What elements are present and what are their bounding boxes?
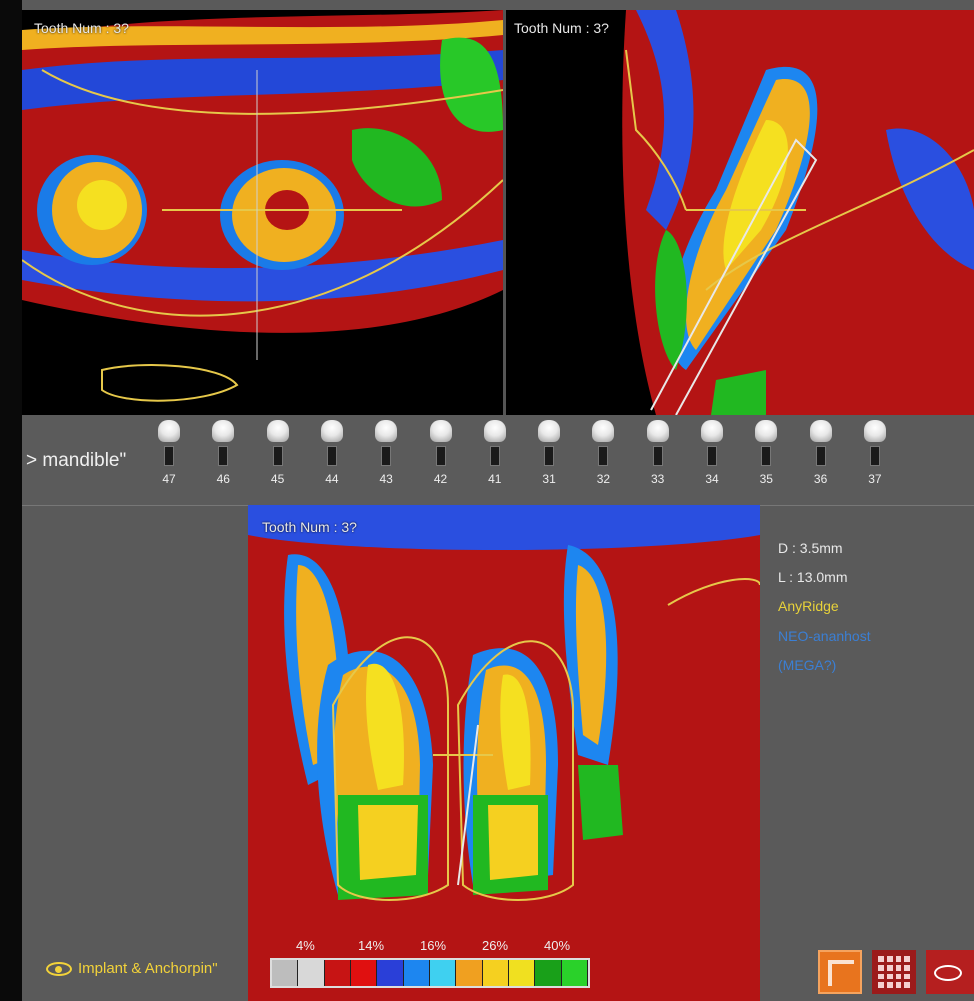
ct-image-top-right xyxy=(506,10,974,415)
legend-swatch xyxy=(272,960,299,986)
tooth-number: 37 xyxy=(868,472,882,486)
tooth-root-icon xyxy=(164,446,174,466)
tooth-number: 41 xyxy=(488,472,502,486)
legend-percent: 40% xyxy=(544,938,571,953)
tooth-crown-icon xyxy=(755,420,778,442)
tooth-35[interactable]: 35 xyxy=(746,418,786,498)
ct-panel-bottom[interactable]: Tooth Num : 3? xyxy=(248,505,760,1001)
tooth-root-icon xyxy=(707,446,717,466)
tooth-37[interactable]: 37 xyxy=(855,418,895,498)
tooth-number: 35 xyxy=(759,472,773,486)
tooth-41[interactable]: 41 xyxy=(475,418,515,498)
tooth-number: 31 xyxy=(542,472,556,486)
ct-image-bottom xyxy=(248,505,760,1001)
implant-product-link[interactable]: NEO-ananhost xyxy=(778,628,871,644)
tooth-root-icon xyxy=(761,446,772,466)
legend-swatch xyxy=(377,960,404,986)
panel-label-top-right: Tooth Num : 3? xyxy=(514,20,609,36)
tooth-root-icon xyxy=(869,446,880,466)
crop-icon[interactable] xyxy=(818,950,862,994)
implant-length: L : 13.0mm xyxy=(778,569,848,585)
tooth-31[interactable]: 31 xyxy=(529,418,569,498)
legend-percent: 26% xyxy=(482,938,509,953)
tooth-number: 44 xyxy=(325,472,339,486)
legend-swatch xyxy=(535,960,562,986)
tooth-crown-icon xyxy=(375,420,398,442)
tooth-root-icon xyxy=(218,446,229,466)
tooth-34[interactable]: 34 xyxy=(692,418,732,498)
tooth-46[interactable]: 46 xyxy=(203,418,243,498)
legend-percent: 16% xyxy=(420,938,447,953)
tooth-crown-icon xyxy=(592,420,615,442)
ct-panel-top-right[interactable]: Tooth Num : 3? xyxy=(506,10,974,415)
tooth-root-icon xyxy=(435,446,446,466)
tooth-root-icon xyxy=(489,446,500,466)
legend-percent: 4% xyxy=(296,938,315,953)
tooth-root-icon xyxy=(598,446,609,466)
tooth-crown-icon xyxy=(212,420,235,442)
legend-swatch xyxy=(482,960,509,986)
tooth-root-icon xyxy=(381,446,392,466)
tooth-crown-icon xyxy=(320,420,343,442)
legend-swatch xyxy=(456,960,483,986)
grid-icon[interactable] xyxy=(872,950,916,994)
tooth-43[interactable]: 43 xyxy=(366,418,406,498)
tooth-45[interactable]: 45 xyxy=(258,418,298,498)
tooth-crown-icon xyxy=(701,420,723,442)
implant-manufacturer-link[interactable]: (MEGA?) xyxy=(778,657,837,673)
tooth-number: 42 xyxy=(433,472,448,486)
tooth-number: 34 xyxy=(705,472,719,486)
ct-panel-top-left[interactable]: Tooth Num : 3? xyxy=(22,10,503,415)
legend-swatch xyxy=(350,960,378,986)
panel-divider[interactable] xyxy=(503,10,506,415)
density-color-bar xyxy=(270,958,590,988)
tooth-root-icon xyxy=(272,446,283,466)
tooth-number: 46 xyxy=(216,472,230,486)
tooth-47[interactable]: 47 xyxy=(149,418,189,498)
tooth-number: 45 xyxy=(270,472,285,486)
panel-label-top-left: Tooth Num : 3? xyxy=(34,20,129,36)
tooth-crown-icon xyxy=(266,420,289,442)
arch-label[interactable]: > mandible" xyxy=(26,450,127,471)
tooth-42[interactable]: 42 xyxy=(421,418,461,498)
view-icon[interactable] xyxy=(926,950,974,994)
eye-icon xyxy=(46,961,72,976)
tooth-crown-icon xyxy=(809,420,832,442)
implant-diameter: D : 3.5mm xyxy=(778,540,843,556)
tooth-root-icon xyxy=(652,446,663,466)
tooth-32[interactable]: 32 xyxy=(583,418,623,498)
tooth-root-icon xyxy=(815,446,826,466)
legend-swatch xyxy=(298,960,325,986)
tooth-number: 33 xyxy=(651,472,665,486)
tooth-root-icon xyxy=(544,446,555,466)
tooth-crown-icon xyxy=(483,420,506,442)
tooth-number: 47 xyxy=(162,472,176,486)
legend-swatch xyxy=(508,960,536,986)
tooth-36[interactable]: 36 xyxy=(801,418,841,498)
brand-name: Implant & Anchorpin" xyxy=(78,960,218,977)
tooth-number: 32 xyxy=(596,472,611,486)
tooth-number: 36 xyxy=(813,472,828,486)
tooth-crown-icon xyxy=(429,420,452,442)
tooth-crown-icon xyxy=(863,420,886,442)
panel-label-bottom: Tooth Num : 3? xyxy=(262,519,357,535)
tooth-number: 43 xyxy=(379,472,393,486)
legend-swatch xyxy=(403,960,430,986)
tooth-crown-icon xyxy=(158,420,180,442)
ct-image-top-left xyxy=(22,10,503,415)
implant-system[interactable]: AnyRidge xyxy=(778,598,839,614)
tooth-crown-icon xyxy=(538,420,561,442)
tooth-crown-icon xyxy=(646,420,669,442)
tooth-44[interactable]: 44 xyxy=(312,418,352,498)
legend-swatch xyxy=(324,960,351,986)
brand-logo: Implant & Anchorpin" xyxy=(46,960,218,977)
tooth-33[interactable]: 33 xyxy=(638,418,678,498)
legend-swatch xyxy=(561,960,588,986)
legend-swatch xyxy=(429,960,457,986)
tooth-root-icon xyxy=(326,446,337,466)
legend-percent: 14% xyxy=(358,938,385,953)
